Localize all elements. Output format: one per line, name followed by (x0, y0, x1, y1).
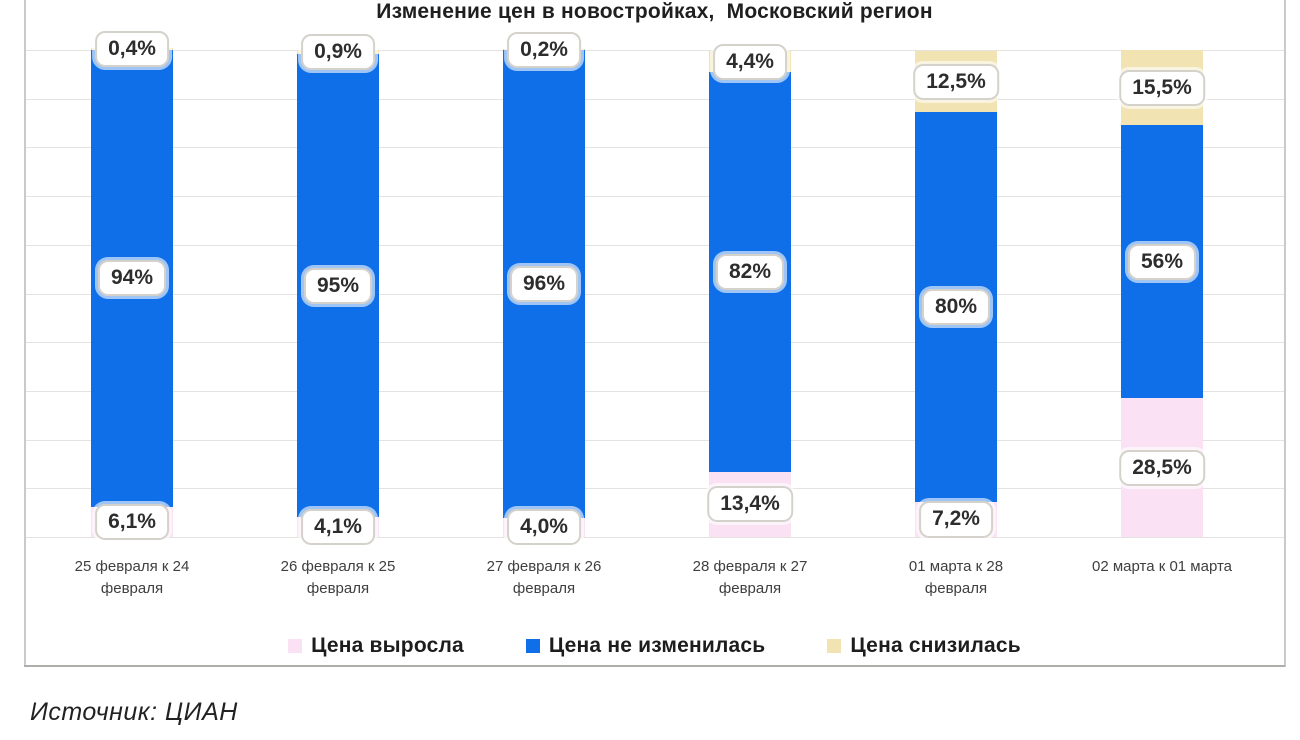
source-note: Источник: ЦИАН (30, 698, 238, 726)
chart-frame-right-border (1284, 0, 1286, 667)
legend-item-price-unchanged: Цена не изменилась (525, 634, 766, 658)
gridline (24, 342, 1285, 344)
gridline (24, 439, 1285, 441)
data-label-price-up: 4,1% (301, 508, 375, 546)
data-label-price-unchanged: 56% (1127, 243, 1197, 280)
data-label-price-down: 0,9% (301, 34, 375, 71)
gridline (24, 147, 1285, 149)
chart-frame-left-border (24, 0, 26, 667)
data-label-price-up: 13,4% (707, 486, 793, 523)
data-label-price-unchanged: 82% (715, 254, 785, 291)
data-label-price-up: 7,2% (919, 501, 993, 538)
legend: Цена выросла Цена не изменилась Цена сни… (24, 630, 1285, 662)
gridline (24, 196, 1285, 198)
data-label-price-down: 15,5% (1119, 69, 1205, 106)
gridline (24, 244, 1285, 246)
x-axis-label: 02 марта к 01 марта (1091, 558, 1233, 575)
data-label-price-unchanged: 96% (509, 265, 579, 302)
data-label-price-down: 0,2% (507, 31, 581, 68)
legend-item-price-up: Цена выросла (288, 634, 464, 658)
legend-label: Цена выросла (311, 634, 464, 657)
legend-separator-line (24, 665, 1285, 667)
legend-item-price-down: Цена снизилась (827, 634, 1021, 658)
price-unchanged-swatch-icon (525, 639, 540, 653)
gridline (24, 293, 1285, 295)
x-axis-label: 27 февраля к 26 февраля (486, 558, 602, 597)
gridline (24, 390, 1285, 392)
data-label-price-down: 4,4% (713, 43, 787, 80)
data-label-price-down: 12,5% (913, 63, 999, 100)
legend-label: Цена не изменилась (548, 634, 766, 657)
price-up-swatch-icon (288, 639, 303, 653)
data-label-price-up: 4,0% (507, 509, 581, 546)
data-label-price-up: 28,5% (1119, 449, 1205, 486)
data-label-price-down: 0,4% (95, 30, 169, 67)
gridline (24, 98, 1285, 100)
x-axis-label: 01 марта к 28 февраля (908, 558, 1004, 597)
chart-title: Изменение цен в новостройках, Московский… (376, 0, 933, 23)
data-label-price-unchanged: 95% (303, 267, 373, 304)
data-label-price-unchanged: 80% (921, 289, 991, 326)
gridline (24, 488, 1285, 490)
x-axis-label: 28 февраля к 27 февраля (692, 558, 808, 597)
gridline (24, 50, 1285, 51)
x-axis-label: 26 февраля к 25 февраля (280, 558, 396, 597)
data-label-price-up: 6,1% (95, 504, 169, 541)
price-down-swatch-icon (827, 639, 842, 653)
data-label-price-unchanged: 94% (97, 260, 167, 297)
x-axis-label: 25 февраля к 24 февраля (74, 558, 190, 597)
gridline (24, 537, 1285, 538)
legend-label: Цена снизилась (850, 634, 1021, 657)
